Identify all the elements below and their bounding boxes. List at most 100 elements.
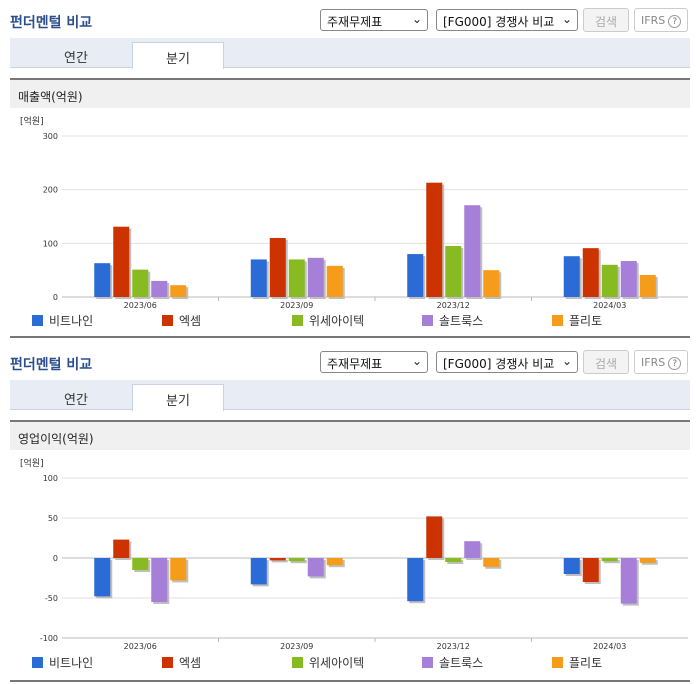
chevron-down-icon: ⌄: [411, 12, 422, 26]
period-tabs: 연간 분기: [10, 38, 690, 69]
tab-annual[interactable]: 연간: [64, 393, 88, 408]
bar-솔트룩스: [464, 205, 481, 297]
section-header: 펀더멘털 비교 주재무제표 ⌄ [FG000] 경쟁사 비교 ⌄ 검색 IFRS…: [0, 342, 696, 378]
y-tick-label: -100: [40, 634, 58, 643]
legend-label: 플리토: [569, 656, 603, 670]
bar-플리토: [639, 558, 656, 563]
x-tick-label: 2024/03: [593, 301, 626, 310]
legend-item[interactable]: 위세아이텍: [292, 312, 364, 329]
bar-솔트룩스: [151, 280, 168, 297]
y-tick-label: 200: [43, 186, 58, 195]
ifrs-label: IFRS: [641, 356, 666, 369]
legend-label: 솔트룩스: [439, 314, 484, 328]
legend-item[interactable]: 위세아이텍: [292, 654, 364, 671]
legend-swatch: [422, 315, 433, 326]
revenue-chart: [억원] 300 200 100 0 2023/06 2023/09 2023/12 2024/…: [10, 112, 690, 336]
bar-솔트룩스: [307, 257, 324, 297]
ifrs-label: IFRS: [641, 14, 666, 27]
statement-select[interactable]: 주재무제표 ⌄: [320, 9, 428, 31]
bar-솔트룩스: [151, 558, 168, 602]
bar-플리토: [483, 270, 500, 297]
operating-profit-chart: [억원] 100 50 0 -50 -100 2023/06 2023/09 2023/12 20…: [10, 454, 690, 684]
y-tick-label: 0: [53, 293, 58, 302]
ifrs-help-button[interactable]: IFRS?: [634, 8, 688, 32]
bar-위세아이텍: [445, 558, 462, 562]
x-tick-label: 2023/09: [280, 642, 313, 651]
peer-select[interactable]: [FG000] 경쟁사 비교 ⌄: [436, 351, 578, 373]
y-unit-label: [억원]: [20, 457, 44, 469]
bar-비트나인: [94, 558, 111, 597]
legend-label: 엑셈: [179, 314, 202, 328]
chevron-down-icon: ⌄: [559, 354, 572, 368]
bar-shadow: [603, 560, 620, 564]
y-tick-label: 0: [53, 554, 58, 563]
bar-비트나인: [407, 254, 424, 297]
bar-엑셈: [269, 558, 286, 561]
legend-swatch: [162, 657, 173, 668]
bar-비트나인: [563, 558, 580, 574]
legend-label: 위세아이텍: [309, 656, 365, 670]
y-tick-label: 50: [48, 514, 58, 523]
legend-swatch: [32, 657, 43, 668]
legend-swatch: [32, 315, 43, 326]
bar-솔트룩스: [307, 558, 324, 577]
legend-label: 플리토: [569, 314, 603, 328]
statement-select[interactable]: 주재무제표 ⌄: [320, 351, 428, 373]
legend-item[interactable]: 플리토: [552, 654, 602, 671]
y-tick-label: 100: [43, 239, 58, 248]
help-icon: ?: [668, 357, 682, 370]
x-tick-label: 2023/06: [124, 301, 157, 310]
operating-profit-chart-svg: [억원] 100 50 0 -50 -100 2023/06 2023/09 2023/12 20…: [20, 457, 688, 651]
legend-item[interactable]: 플리토: [552, 312, 602, 329]
y-tick-label: 300: [43, 132, 58, 141]
bar-엑셈: [113, 539, 130, 558]
bar-플리토: [170, 285, 187, 297]
legend-swatch: [552, 315, 563, 326]
chevron-down-icon: ⌄: [559, 12, 572, 26]
bar-엑셈: [582, 558, 599, 582]
chart-legend: 비트나인 엑셈 위세아이텍 솔트룩스 플리토: [10, 312, 690, 330]
y-tick-label: -50: [45, 594, 58, 603]
peer-select-value: [FG000] 경쟁사 비교: [443, 15, 555, 29]
bar-비트나인: [407, 558, 424, 602]
legend-item[interactable]: 엑셈: [162, 312, 201, 329]
peer-select[interactable]: [FG000] 경쟁사 비교 ⌄: [436, 9, 578, 31]
tab-quarterly[interactable]: 분기: [132, 42, 224, 69]
bar-플리토: [170, 558, 187, 581]
peer-select-value: [FG000] 경쟁사 비교: [443, 357, 555, 371]
legend-item[interactable]: 엑셈: [162, 654, 201, 671]
bar-솔트룩스: [464, 541, 481, 558]
bar-엑셈: [113, 226, 130, 297]
bar-위세아이텍: [132, 558, 149, 570]
tab-quarterly[interactable]: 분기: [132, 384, 224, 411]
bar-위세아이텍: [288, 259, 305, 297]
search-button[interactable]: 검색: [583, 350, 629, 374]
legend-label: 솔트룩스: [439, 656, 484, 670]
statement-select-value: 주재무제표: [327, 15, 383, 29]
legend-swatch: [292, 657, 303, 668]
bar-shadow: [290, 560, 307, 564]
section-title: 펀더멘털 비교: [10, 15, 93, 31]
section-title: 펀더멘털 비교: [10, 357, 93, 373]
legend-item[interactable]: 비트나인: [32, 312, 93, 329]
ifrs-help-button[interactable]: IFRS?: [634, 350, 688, 374]
legend-item[interactable]: 솔트룩스: [422, 312, 483, 329]
bar-shadow: [271, 560, 288, 563]
tab-annual[interactable]: 연간: [64, 51, 88, 66]
y-unit-label: [억원]: [20, 115, 44, 127]
x-tick-label: 2024/03: [593, 642, 626, 651]
section-divider: [10, 336, 690, 338]
statement-select-value: 주재무제표: [327, 357, 383, 371]
bar-비트나인: [563, 256, 580, 297]
legend-item[interactable]: 솔트룩스: [422, 654, 483, 671]
bar-비트나인: [250, 259, 267, 297]
search-button[interactable]: 검색: [583, 8, 629, 32]
legend-item[interactable]: 비트나인: [32, 654, 93, 671]
bar-플리토: [326, 265, 343, 297]
legend-swatch: [292, 315, 303, 326]
legend-label: 위세아이텍: [309, 314, 365, 328]
legend-label: 엑셈: [179, 656, 202, 670]
bar-엑셈: [426, 516, 443, 558]
section-header: 펀더멘털 비교 주재무제표 ⌄ [FG000] 경쟁사 비교 ⌄ 검색 IFRS…: [0, 0, 696, 36]
period-tabs: 연간 분기: [10, 380, 690, 411]
